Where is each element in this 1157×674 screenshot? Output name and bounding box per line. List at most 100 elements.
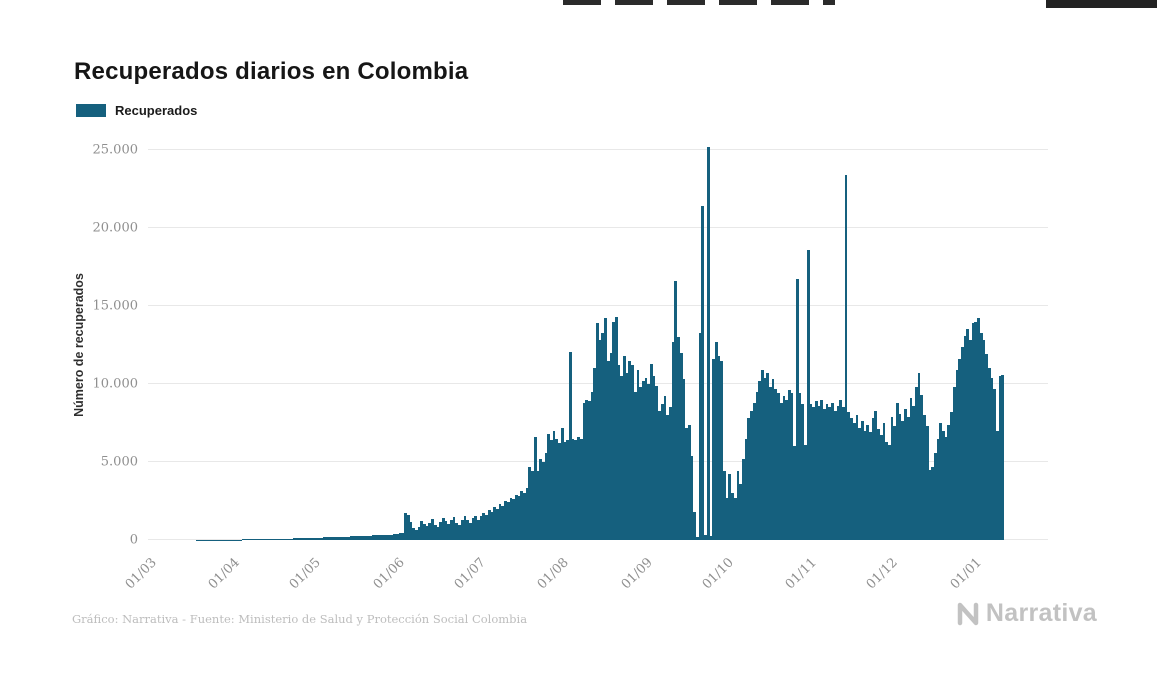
bar[interactable] — [714, 341, 718, 540]
bar[interactable] — [366, 535, 369, 540]
bar[interactable] — [596, 323, 599, 540]
bar[interactable] — [371, 535, 375, 540]
bar[interactable] — [925, 426, 929, 540]
bar[interactable] — [885, 441, 888, 540]
bar[interactable] — [828, 407, 832, 540]
bar[interactable] — [466, 520, 469, 540]
bar[interactable] — [887, 444, 891, 540]
bar[interactable] — [1001, 374, 1005, 540]
bar[interactable] — [279, 538, 283, 540]
bar[interactable] — [679, 352, 683, 540]
bar[interactable] — [928, 469, 932, 540]
bar[interactable] — [241, 539, 245, 540]
bar[interactable] — [901, 421, 905, 540]
bar[interactable] — [496, 508, 499, 540]
bar[interactable] — [314, 537, 318, 540]
bar[interactable] — [458, 525, 461, 540]
bar[interactable] — [379, 535, 383, 540]
bar[interactable] — [979, 332, 983, 540]
bar[interactable] — [482, 513, 486, 540]
bar[interactable] — [477, 519, 480, 540]
bar[interactable] — [685, 427, 688, 540]
bar[interactable] — [587, 401, 591, 540]
bar[interactable] — [609, 352, 613, 540]
bar[interactable] — [377, 535, 380, 540]
bar[interactable] — [660, 404, 664, 540]
bar[interactable] — [852, 423, 856, 540]
bar[interactable] — [677, 337, 680, 540]
bar[interactable] — [739, 483, 742, 540]
bar[interactable] — [833, 410, 837, 540]
bar[interactable] — [490, 511, 494, 540]
bar[interactable] — [574, 440, 578, 540]
bar[interactable] — [698, 332, 702, 540]
bar[interactable] — [582, 402, 586, 540]
bar[interactable] — [414, 530, 418, 540]
bar[interactable] — [333, 537, 337, 540]
bar[interactable] — [412, 528, 415, 540]
bar[interactable] — [641, 380, 645, 540]
bar[interactable] — [963, 335, 967, 540]
bar[interactable] — [617, 365, 621, 540]
bar[interactable] — [947, 424, 951, 540]
bar[interactable] — [936, 438, 940, 540]
bar[interactable] — [950, 412, 953, 540]
bar[interactable] — [417, 527, 421, 540]
bar[interactable] — [952, 387, 956, 540]
bar[interactable] — [550, 440, 553, 540]
bar[interactable] — [890, 416, 894, 540]
bar[interactable] — [790, 393, 794, 540]
bar[interactable] — [471, 518, 475, 540]
bar[interactable] — [555, 438, 559, 540]
bar[interactable] — [701, 206, 705, 540]
bar[interactable] — [463, 516, 467, 540]
bar[interactable] — [355, 536, 359, 540]
bar[interactable] — [277, 538, 280, 540]
bar[interactable] — [933, 452, 937, 540]
bar[interactable] — [460, 519, 464, 540]
bar[interactable] — [820, 399, 824, 540]
bar[interactable] — [855, 415, 859, 540]
bar[interactable] — [528, 466, 532, 540]
bar[interactable] — [398, 533, 402, 540]
bar[interactable] — [766, 373, 770, 540]
bar[interactable] — [636, 369, 640, 540]
bar[interactable] — [536, 471, 540, 540]
bar[interactable] — [839, 399, 842, 540]
bar[interactable] — [474, 515, 478, 540]
bar[interactable] — [758, 380, 761, 540]
bar[interactable] — [328, 537, 332, 540]
bar[interactable] — [358, 536, 361, 540]
bar[interactable] — [831, 402, 834, 540]
bar[interactable] — [271, 538, 275, 540]
bar[interactable] — [898, 413, 902, 540]
bar[interactable] — [774, 388, 778, 540]
bar[interactable] — [736, 471, 740, 540]
bar[interactable] — [447, 524, 451, 540]
bar[interactable] — [287, 538, 291, 540]
bar[interactable] — [620, 376, 624, 540]
bar[interactable] — [798, 393, 802, 540]
bar[interactable] — [869, 432, 872, 540]
bar[interactable] — [344, 536, 348, 540]
bar[interactable] — [639, 387, 642, 540]
bar[interactable] — [836, 405, 840, 540]
bar[interactable] — [796, 279, 799, 540]
bar[interactable] — [644, 377, 648, 540]
bar[interactable] — [966, 329, 970, 540]
bar[interactable] — [733, 497, 737, 540]
bar[interactable] — [509, 497, 513, 540]
bar[interactable] — [352, 536, 356, 540]
bar[interactable] — [750, 410, 753, 540]
bar[interactable] — [531, 471, 534, 540]
bar[interactable] — [506, 502, 510, 540]
bar[interactable] — [285, 538, 288, 540]
bar[interactable] — [939, 423, 943, 540]
bar[interactable] — [955, 369, 959, 540]
bar[interactable] — [763, 377, 767, 540]
bar[interactable] — [663, 396, 667, 540]
bar[interactable] — [579, 438, 583, 540]
bar[interactable] — [452, 517, 456, 540]
bar[interactable] — [517, 496, 521, 540]
bar[interactable] — [912, 405, 915, 540]
